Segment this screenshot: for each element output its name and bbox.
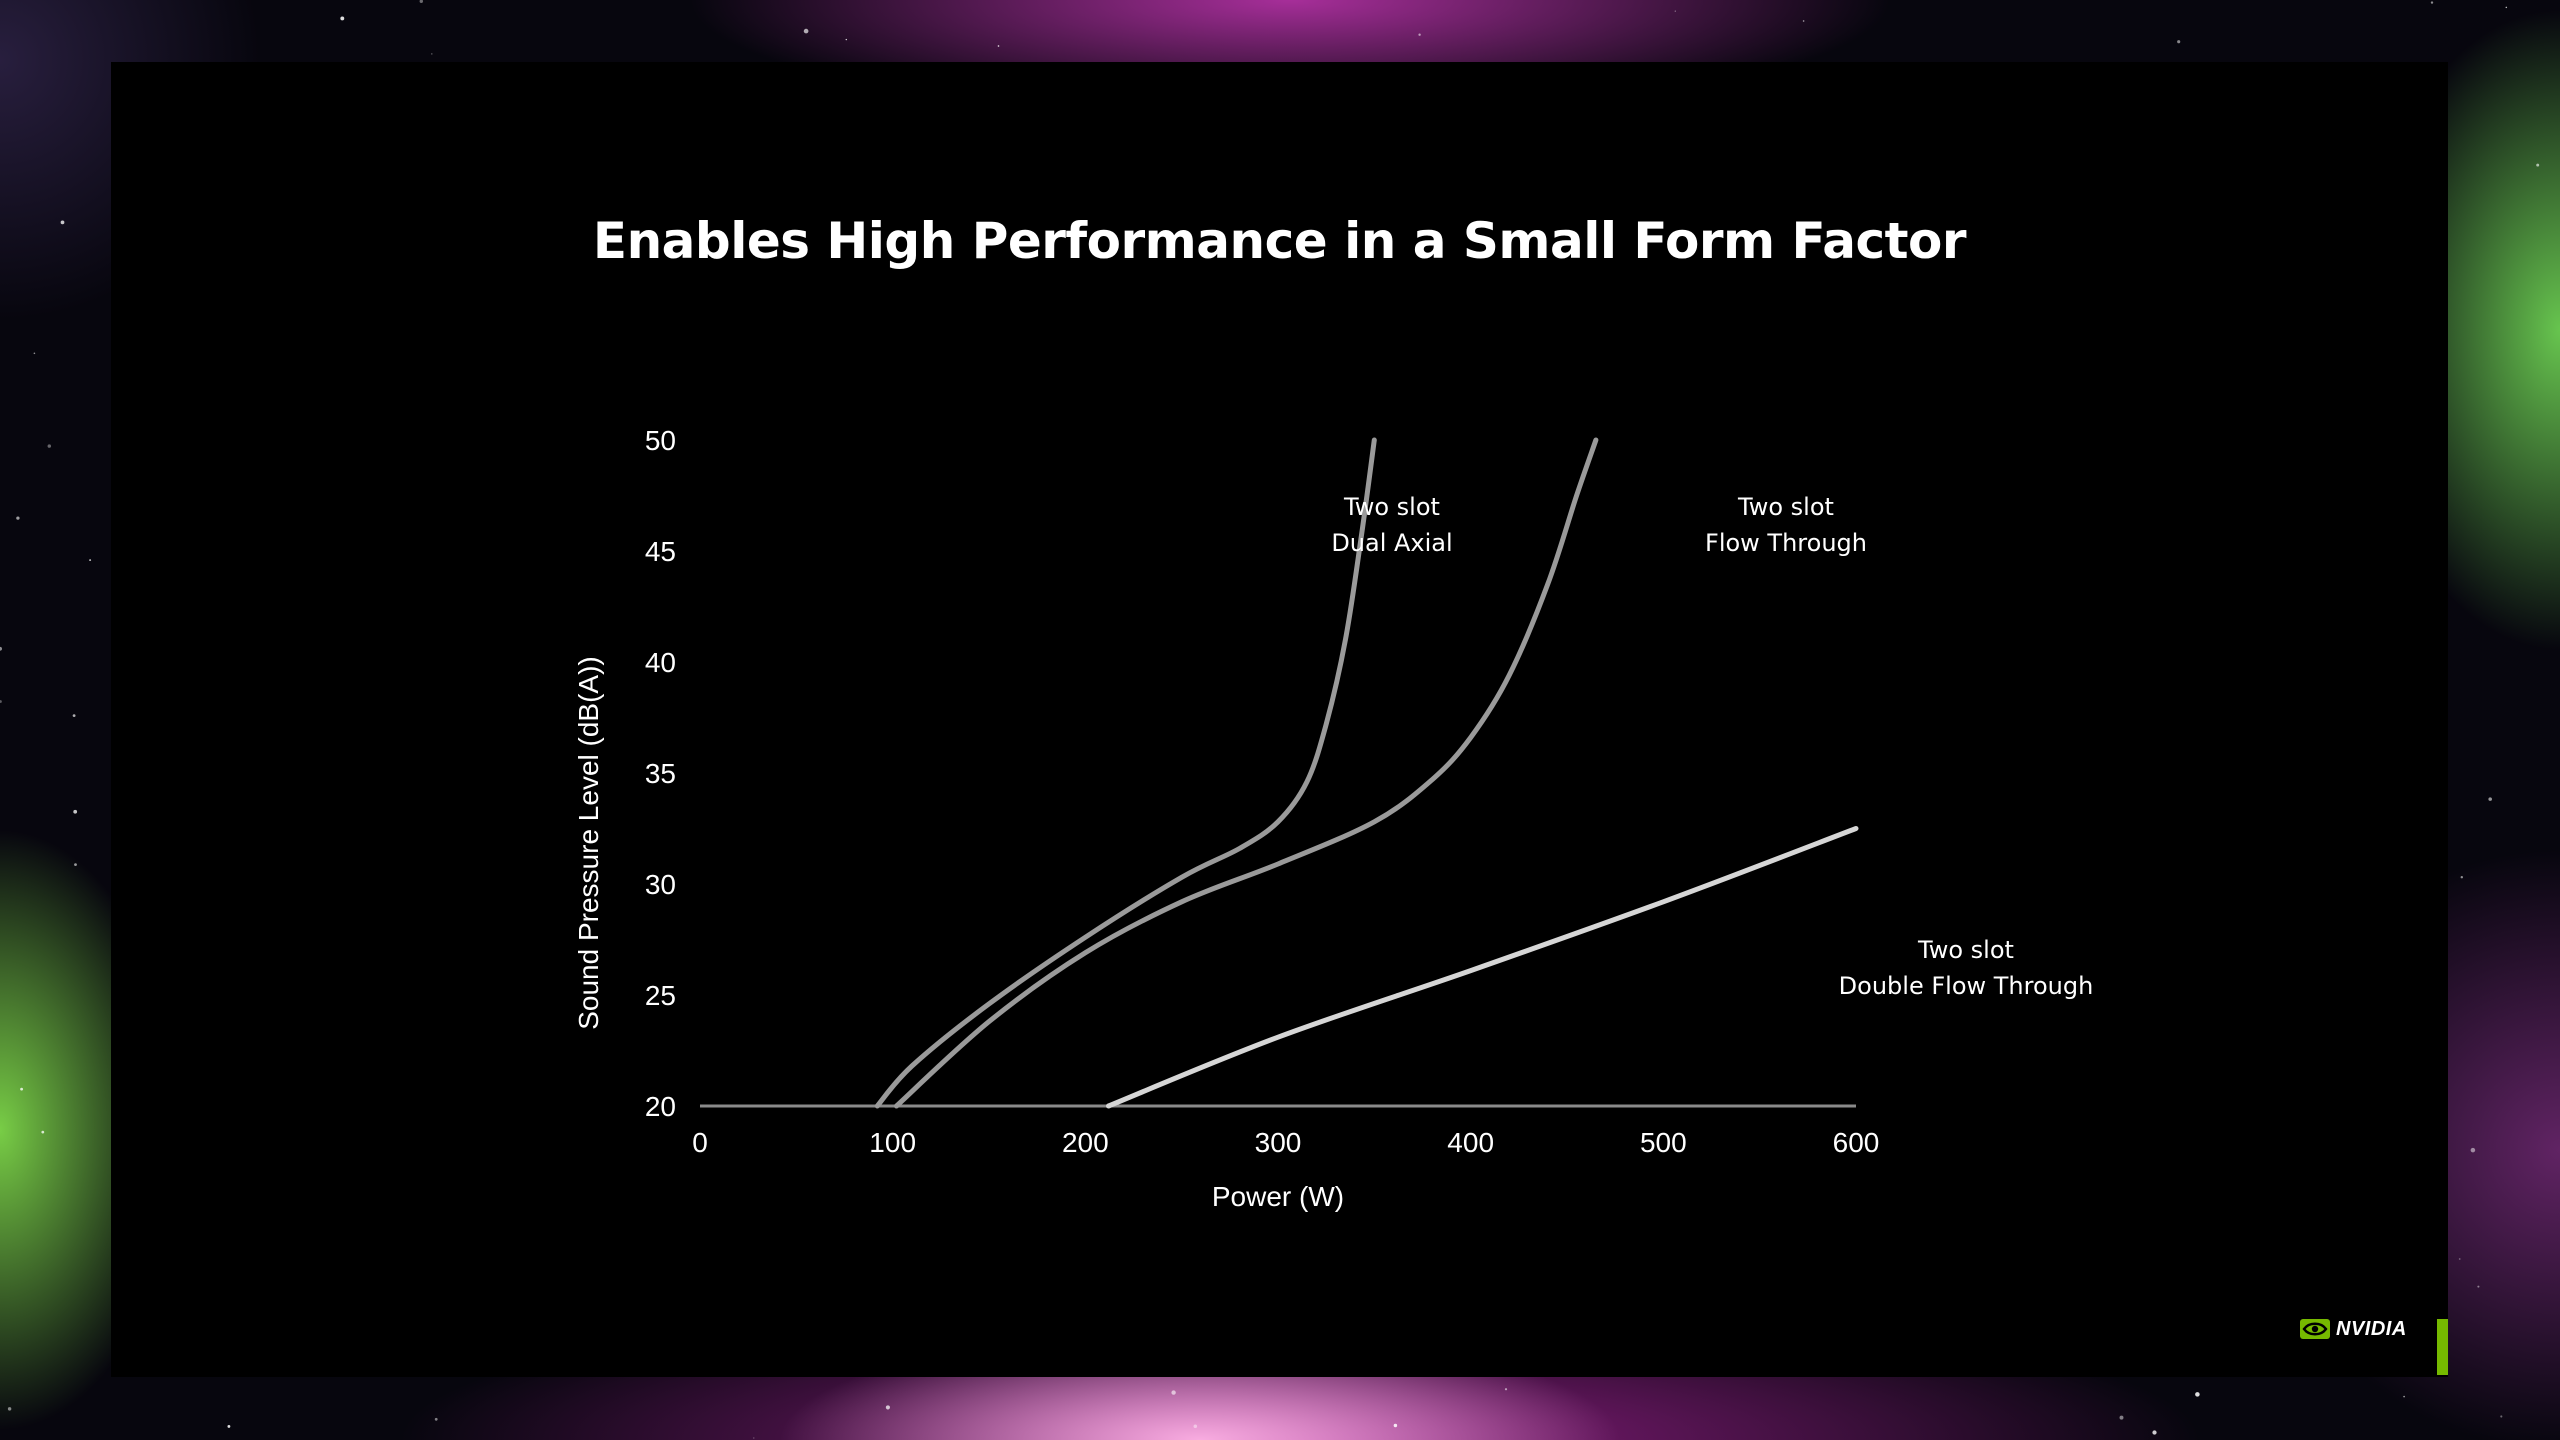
star	[997, 45, 1000, 47]
presentation-slide: Enables High Performance in a Small Form…	[111, 62, 2448, 1377]
star	[2470, 1147, 2476, 1153]
star	[20, 1087, 24, 1091]
star	[2460, 876, 2463, 879]
star	[2119, 1415, 2124, 1420]
star	[803, 28, 809, 34]
star	[60, 220, 65, 225]
star	[2458, 1258, 2461, 1260]
series-line-double-flow-through	[1106, 826, 1859, 1109]
series-label-dual-axial: Two slot	[1343, 493, 1440, 521]
x-tick-label: 600	[1833, 1127, 1880, 1158]
series-line-flow-through	[894, 437, 1599, 1109]
slide-title: Enables High Performance in a Small Form…	[592, 212, 1967, 270]
series-label-flow-through: Flow Through	[1705, 529, 1867, 557]
nvidia-eye-icon	[2300, 1319, 2330, 1339]
star	[434, 1417, 438, 1421]
x-tick-label: 400	[1447, 1127, 1494, 1158]
star	[1802, 20, 1805, 22]
star	[340, 16, 345, 21]
y-tick-label: 40	[645, 647, 676, 678]
series-label-dual-axial: Dual Axial	[1331, 529, 1452, 557]
y-tick-label: 50	[645, 425, 676, 456]
star	[2195, 1392, 2200, 1397]
star	[2500, 1415, 2503, 1418]
star	[1674, 10, 1676, 12]
sound-pressure-chart: 0 100 200 300 400 500 600 20 25 30 35 40 45 50 Power…	[573, 425, 2094, 1212]
star	[1171, 1390, 1176, 1395]
series-line-dual-axial	[874, 437, 1377, 1109]
star	[72, 714, 76, 717]
y-tick-label: 45	[645, 536, 676, 567]
y-tick-label: 30	[645, 869, 676, 900]
x-tick-label: 500	[1640, 1127, 1687, 1158]
star	[2403, 1395, 2405, 1398]
y-axis-title: Sound Pressure Level (dB(A))	[573, 656, 604, 1030]
star	[2177, 40, 2181, 44]
star	[1393, 1423, 1398, 1428]
star	[2152, 1430, 2157, 1435]
star	[7, 1407, 12, 1411]
accent-bar	[2437, 1319, 2448, 1375]
star	[73, 809, 78, 814]
star	[74, 863, 77, 866]
star	[1193, 1424, 1198, 1429]
y-tick-label: 35	[645, 758, 676, 789]
star	[41, 1130, 45, 1134]
star	[1504, 1388, 1508, 1391]
series-group: Two slot Dual Axial Two slot Flow Through Tw…	[874, 437, 2094, 1109]
y-tick-label: 25	[645, 980, 676, 1011]
star	[2536, 163, 2540, 167]
star	[47, 444, 52, 448]
series-label-double-flow-through: Double Flow Through	[1839, 972, 2094, 1000]
x-tick-label: 200	[1062, 1127, 1109, 1158]
star	[2505, 6, 2508, 9]
star	[0, 646, 2, 651]
x-axis-title: Power (W)	[1212, 1181, 1344, 1212]
x-axis: 0 100 200 300 400 500 600	[692, 1127, 1879, 1158]
y-axis: 20 25 30 35 40 45 50	[645, 425, 676, 1122]
star	[2488, 797, 2492, 801]
y-tick-label: 20	[645, 1091, 676, 1122]
star	[89, 559, 92, 562]
star	[1418, 33, 1421, 36]
x-tick-label: 0	[692, 1127, 708, 1158]
brand-name: NVIDIA	[2336, 1317, 2407, 1340]
nvidia-logo: NVIDIA	[2300, 1316, 2407, 1342]
star	[2430, 1, 2434, 4]
star	[0, 700, 2, 703]
star	[33, 352, 36, 355]
star	[845, 38, 848, 41]
series-label-flow-through: Two slot	[1737, 493, 1834, 521]
series-label-double-flow-through: Two slot	[1917, 936, 2014, 964]
x-tick-label: 100	[869, 1127, 916, 1158]
star	[885, 1405, 890, 1410]
star	[2477, 1285, 2480, 1288]
star	[227, 1424, 231, 1428]
star	[431, 53, 433, 55]
star	[419, 0, 424, 4]
star	[753, 1437, 755, 1439]
x-tick-label: 300	[1255, 1127, 1302, 1158]
star	[16, 516, 20, 520]
